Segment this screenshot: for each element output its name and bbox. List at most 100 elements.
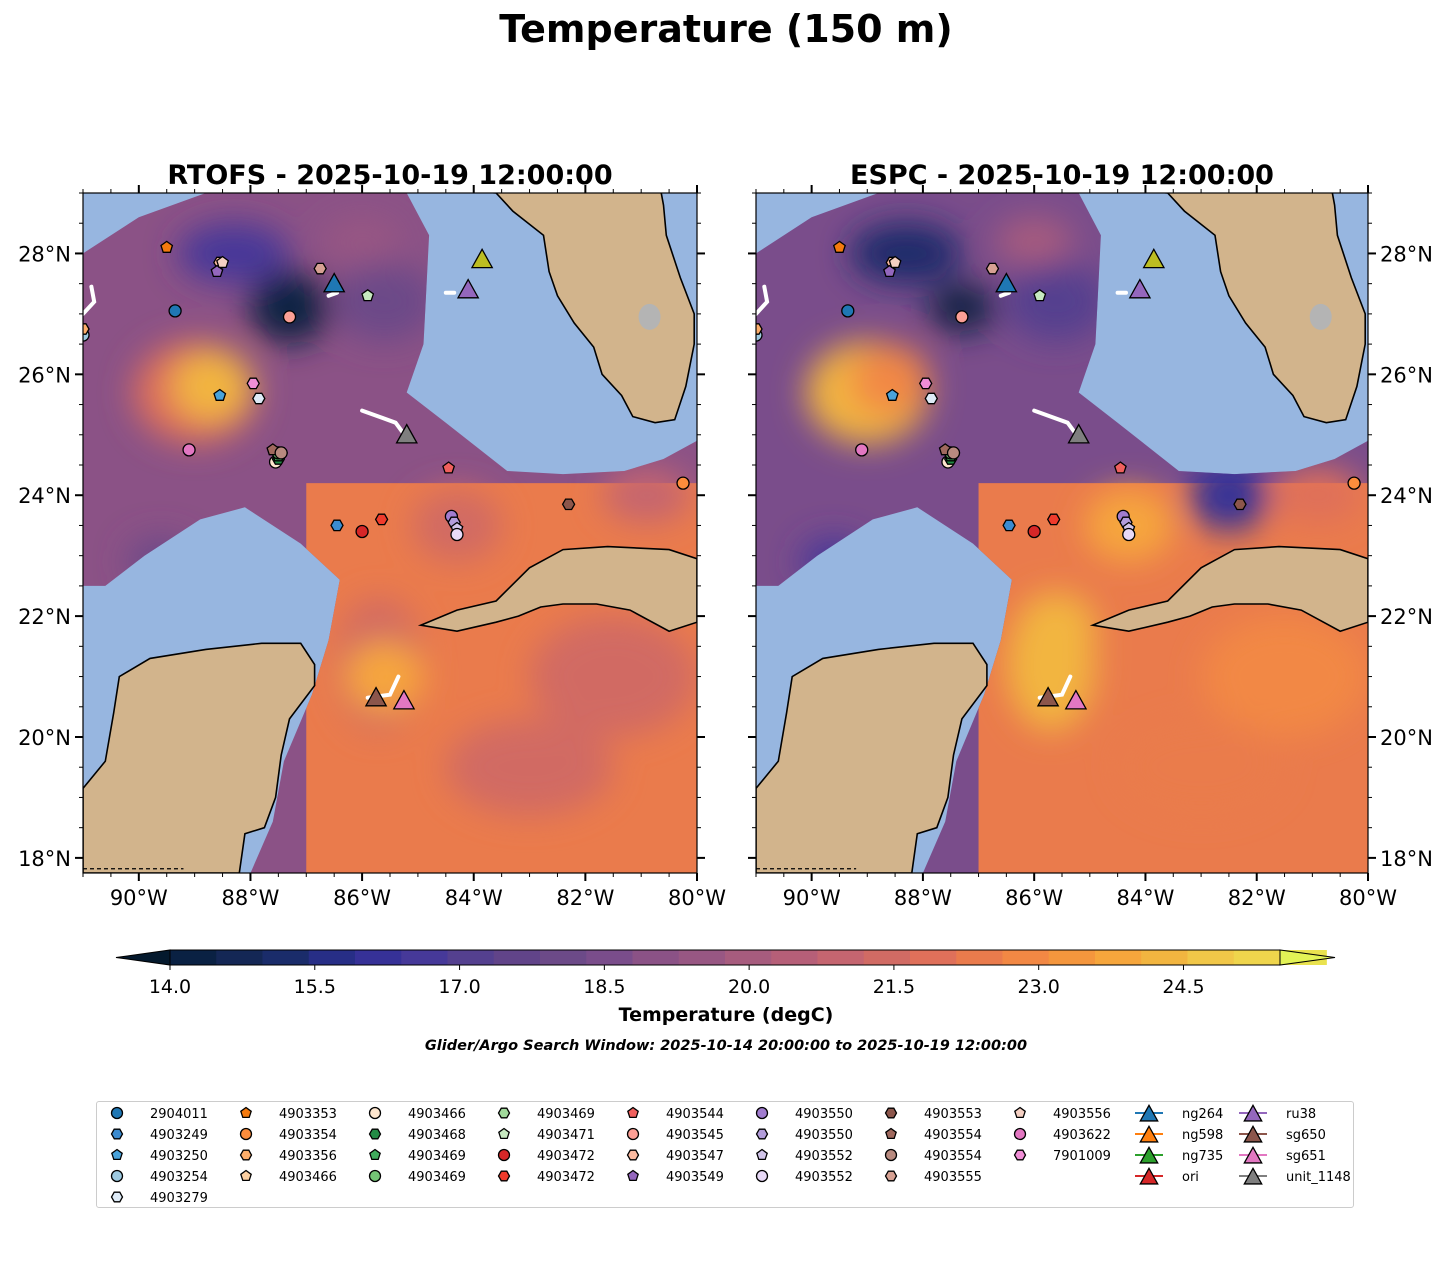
legend-marker [1243, 1145, 1263, 1164]
legend-entry: 4903469 [368, 1169, 466, 1185]
colorbar-swatch [216, 950, 264, 965]
legend-label: unit_1148 [1286, 1170, 1351, 1185]
colorbar-swatch [170, 950, 217, 965]
field-feature [1016, 592, 1097, 665]
field-feature [249, 271, 330, 344]
glider-track [326, 290, 339, 298]
platform-sg651 [1064, 689, 1088, 710]
platform-4903555 [313, 262, 327, 275]
legend-entry: 4903552 [755, 1169, 853, 1185]
platform-4903545 [955, 310, 969, 324]
legend-entry: 4903254 [110, 1169, 208, 1185]
platform-4903552 [1122, 527, 1136, 542]
colorbar-swatch [678, 950, 726, 965]
glider-track [998, 290, 1012, 298]
legend-marker [240, 1169, 252, 1182]
legend-marker [755, 1106, 769, 1120]
platform-4903354 [1347, 476, 1361, 490]
platform-ru38 [456, 278, 480, 299]
y-tick-label: 22°N [18, 605, 71, 629]
colorbar-tick-label: 18.5 [583, 976, 625, 998]
y-tick-label: 28°N [1380, 242, 1433, 266]
florida-land [485, 193, 696, 424]
colorbar-swatch [1233, 950, 1281, 965]
legend-marker [110, 1191, 124, 1203]
legend-marker [627, 1106, 639, 1119]
colorbar-swatch [401, 950, 449, 965]
colorbar-tick-label: 21.5 [873, 976, 915, 998]
yucatan-land [83, 642, 316, 873]
colorbar-swatch [355, 950, 402, 965]
field-feature [1188, 459, 1269, 532]
legend-label: ng264 [1182, 1107, 1223, 1122]
legend-label: 4903353 [279, 1107, 337, 1122]
colorbar-swatch [910, 950, 957, 965]
platform-ng264 [995, 272, 1018, 293]
platform-2904011 [841, 304, 855, 318]
legend-marker [110, 1169, 124, 1183]
colorbar-label: Temperature (degC) [619, 1004, 834, 1026]
platform-4903472 [355, 524, 369, 539]
colorbar-swatch [1187, 950, 1235, 965]
legend-entry: 4903356 [239, 1149, 337, 1164]
platform-2904011 [168, 304, 182, 318]
legend-entry: 4903550 [755, 1128, 853, 1143]
legend-label: ng735 [1182, 1149, 1223, 1164]
legend-entry: 4903547 [626, 1149, 724, 1164]
platform-4903250 [213, 388, 227, 401]
platform-sg650 [1036, 686, 1060, 707]
cuba-land [417, 545, 697, 633]
legend-entry: 4903353 [240, 1106, 337, 1122]
x-tick-label: 80°W [1339, 886, 1397, 910]
legend-label: sg651 [1286, 1149, 1326, 1164]
legend-marker [884, 1148, 898, 1162]
legend-label: 4903554 [924, 1149, 982, 1164]
legend-entry: 7901009 [1013, 1149, 1111, 1164]
legend-label: 4903545 [666, 1128, 724, 1143]
legend-label: 4903550 [795, 1107, 853, 1122]
legend-entry: 4903555 [884, 1170, 982, 1185]
field-feature [171, 350, 252, 423]
x-tick-label: 88°W [894, 886, 952, 910]
platform-4903249 [330, 519, 344, 532]
platform-4903356 [756, 323, 763, 335]
legend-label: 4903466 [279, 1170, 337, 1185]
colorbar-swatch [863, 950, 911, 965]
platform-4903556 [216, 255, 230, 269]
legend-entry: 4903249 [110, 1128, 208, 1143]
legend-label: 4903554 [924, 1128, 982, 1143]
platform-7901009 [918, 377, 933, 390]
platform-4903544 [1113, 461, 1127, 474]
legend-entry: 2904011 [110, 1106, 208, 1122]
legend-label: 4903622 [1053, 1128, 1111, 1143]
colorbar-tick-label: 17.0 [438, 976, 480, 998]
legend-marker [626, 1127, 640, 1141]
legend-entry: ng598 [1135, 1124, 1223, 1143]
search-window-caption: Glider/Argo Search Window: 2025-10-14 20… [425, 1038, 1027, 1054]
platform-ng264 [322, 272, 346, 293]
platform-4903554 [274, 446, 288, 460]
legend-marker [239, 1149, 253, 1161]
platform-unit_1148 [395, 423, 419, 444]
platform-usf-jaiaIai [1142, 248, 1166, 269]
legend-label: 4903552 [795, 1170, 853, 1185]
x-tick-label: 84°W [1116, 886, 1174, 910]
legend-label: 4903468 [408, 1128, 466, 1143]
legend-label: 4903556 [1053, 1107, 1111, 1122]
legend-entry: 4903622 [1013, 1127, 1111, 1143]
legend-marker [497, 1148, 511, 1162]
colorbar-tick-label: 15.5 [294, 976, 336, 998]
platform-4903622 [182, 443, 196, 457]
rtofs-map-panel: RTOFS - 2025-10-19 12:00:00 90°W 88°W 86°W 8… [18, 160, 726, 910]
colorbar-swatch [262, 950, 310, 965]
platform-4903472 [1027, 524, 1041, 539]
platform-4903279 [924, 392, 939, 405]
legend-label: 4903550 [795, 1128, 853, 1143]
legend-label: 4903466 [408, 1107, 466, 1122]
legend-label: ori [1182, 1170, 1199, 1185]
platform-4903555 [985, 262, 1000, 275]
y-tick-label: 22°N [1380, 605, 1433, 629]
legend-entry: 4903472 [497, 1170, 595, 1185]
x-tick-label: 90°W [783, 886, 841, 910]
platform-4903356 [83, 323, 90, 335]
